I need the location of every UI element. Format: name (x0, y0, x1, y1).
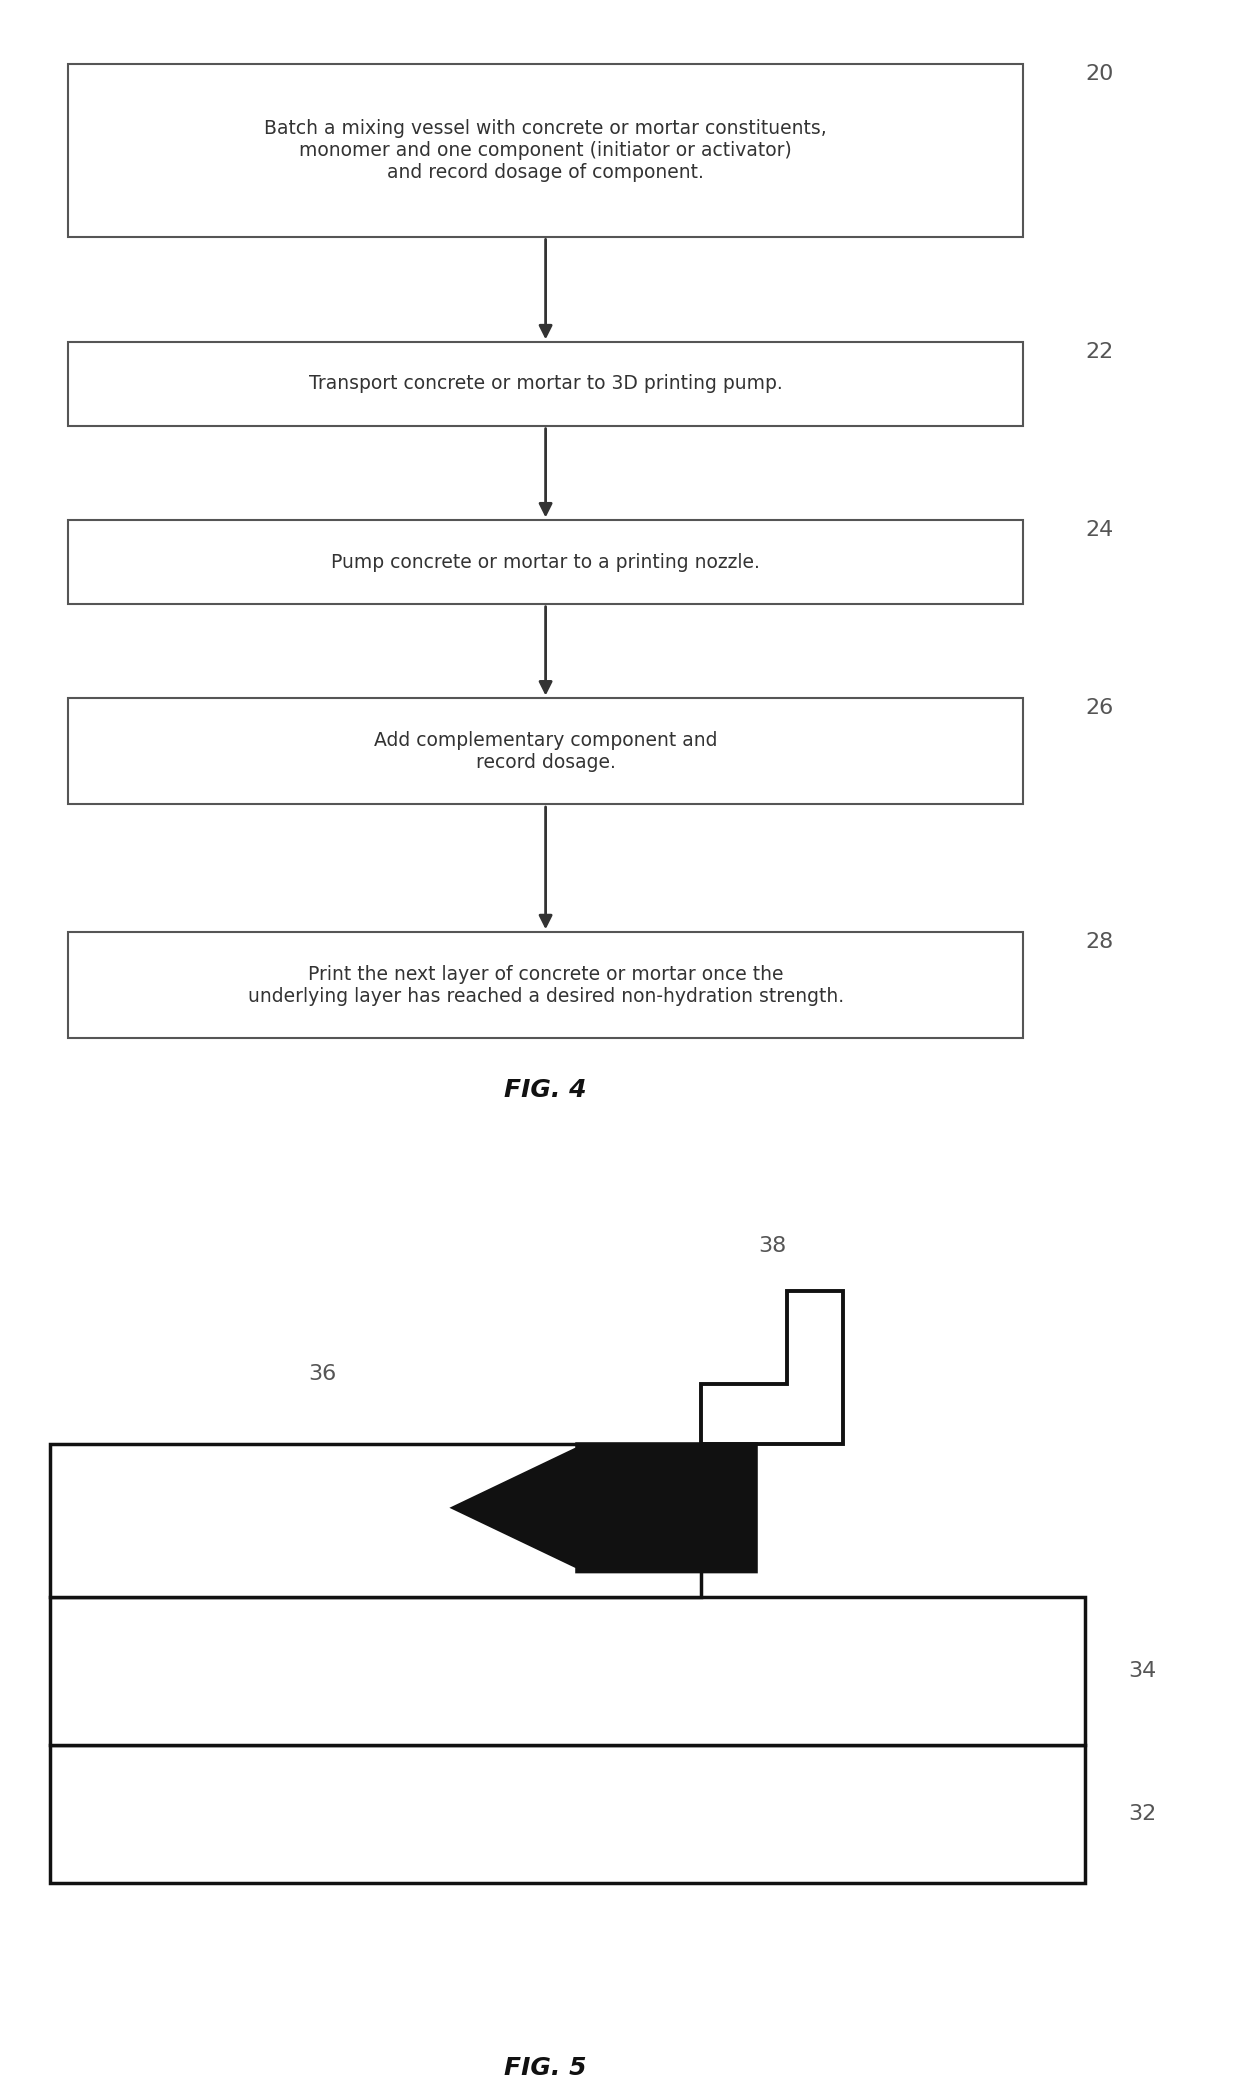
Text: 38: 38 (759, 1237, 786, 1256)
FancyArrow shape (453, 1443, 756, 1573)
Text: Add complementary component and
record dosage.: Add complementary component and record d… (373, 731, 718, 773)
Text: Transport concrete or mortar to 3D printing pump.: Transport concrete or mortar to 3D print… (309, 374, 782, 393)
Text: 32: 32 (1128, 1804, 1157, 1823)
Text: 26: 26 (1085, 699, 1114, 718)
Bar (68, 699, 1023, 804)
Text: Print the next layer of concrete or mortar once the
underlying layer has reached: Print the next layer of concrete or mort… (248, 964, 843, 1006)
Text: FIG. 4: FIG. 4 (505, 1077, 587, 1102)
Bar (50, 1443, 701, 1596)
Text: 36: 36 (309, 1365, 336, 1384)
Text: Batch a mixing vessel with concrete or mortar constituents,
monomer and one comp: Batch a mixing vessel with concrete or m… (264, 120, 827, 183)
Text: 24: 24 (1085, 521, 1114, 540)
Bar (50, 1745, 1085, 1884)
Text: FIG. 5: FIG. 5 (505, 2056, 587, 2081)
Text: 34: 34 (1128, 1661, 1157, 1680)
Text: 28: 28 (1085, 932, 1114, 951)
Bar (68, 932, 1023, 1037)
Bar (68, 342, 1023, 426)
Bar (68, 521, 1023, 605)
Bar (50, 1596, 1085, 1745)
Text: 20: 20 (1085, 63, 1114, 84)
Polygon shape (701, 1292, 843, 1443)
Text: Pump concrete or mortar to a printing nozzle.: Pump concrete or mortar to a printing no… (331, 552, 760, 571)
Text: 22: 22 (1085, 342, 1114, 361)
Bar (68, 63, 1023, 237)
